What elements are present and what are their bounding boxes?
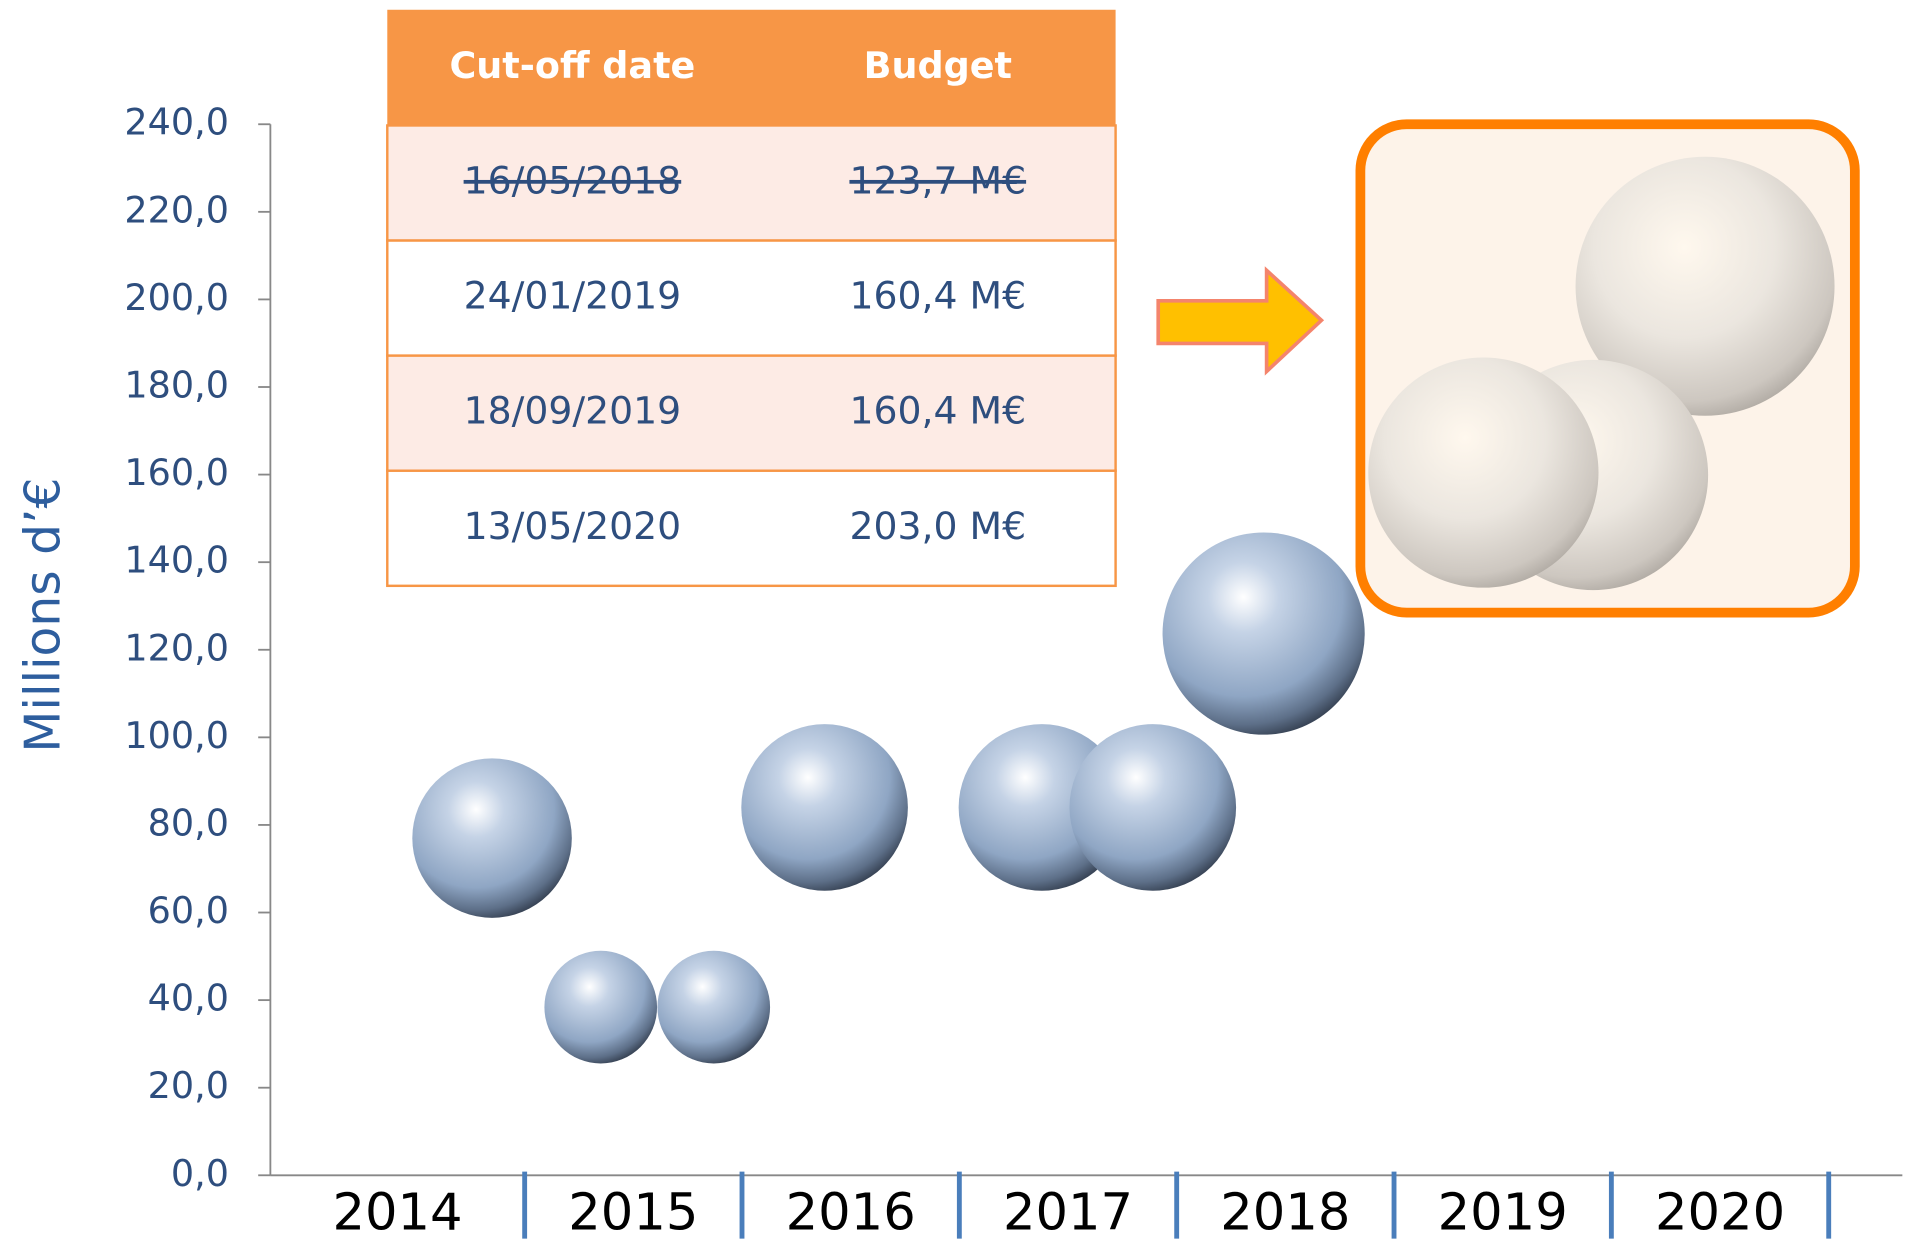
table-row (386, 354, 1117, 472)
table-cell: 16/05/2018 (464, 159, 682, 203)
x-tick-label: 2019 (1438, 1183, 1568, 1239)
y-tick-label: 180,0 (124, 364, 229, 407)
y-tick-label: 140,0 (124, 539, 229, 582)
y-tick-label: 220,0 (124, 188, 229, 231)
bubble (741, 724, 908, 891)
table-cell: 203,0 M€ (849, 504, 1026, 548)
bubble (412, 758, 572, 918)
x-tick-label: 2014 (332, 1183, 462, 1239)
plot (412, 156, 1835, 1064)
y-tick-label: 200,0 (124, 276, 229, 319)
y-tick-label: 60,0 (148, 889, 229, 932)
bubble (1162, 532, 1365, 735)
table-cell: 123,7 M€ (849, 159, 1026, 203)
table-row (386, 124, 1117, 242)
projected-bubble (1575, 156, 1835, 416)
projected-bubble (1368, 357, 1599, 588)
x-tick-label: 2016 (786, 1183, 916, 1239)
x-tick-label: 2015 (568, 1183, 698, 1239)
arrow (1156, 266, 1325, 376)
y-tick-label: 100,0 (124, 714, 229, 757)
y-tick-label: 240,0 (124, 101, 229, 144)
y-tick-label: 160,0 (124, 451, 229, 494)
y-tick-label: 80,0 (148, 801, 229, 844)
table-header (387, 9, 1116, 126)
table-row (386, 469, 1117, 588)
table: Cut-off date Budget 16/05/2018 123,7 M€ 24/0… (386, 9, 1117, 588)
y-tick-label: 120,0 (124, 626, 229, 669)
table-cell: 18/09/2019 (464, 389, 682, 433)
x-tick-label: 2020 (1655, 1183, 1785, 1239)
x-tick-label: 2017 (1003, 1183, 1133, 1239)
table-cell: 160,4 M€ (849, 274, 1026, 318)
y-axis-title: Millions d’€ (15, 478, 71, 753)
y-tick-label: 40,0 (148, 977, 229, 1020)
bubble (1069, 724, 1237, 891)
table-cell: 13/05/2020 (464, 504, 682, 548)
bubble (657, 950, 771, 1064)
table-cell: 160,4 M€ (849, 389, 1026, 433)
x-tick-label: 2018 (1220, 1183, 1350, 1239)
y-tick-label: 20,0 (148, 1064, 229, 1107)
y-tick-label: 0,0 (171, 1152, 229, 1195)
header-cell: Cut-off date (450, 44, 696, 87)
header-cell: Budget (864, 44, 1012, 87)
table-cell: 24/01/2019 (464, 274, 682, 318)
table-row (386, 239, 1117, 357)
bubble (544, 950, 658, 1064)
